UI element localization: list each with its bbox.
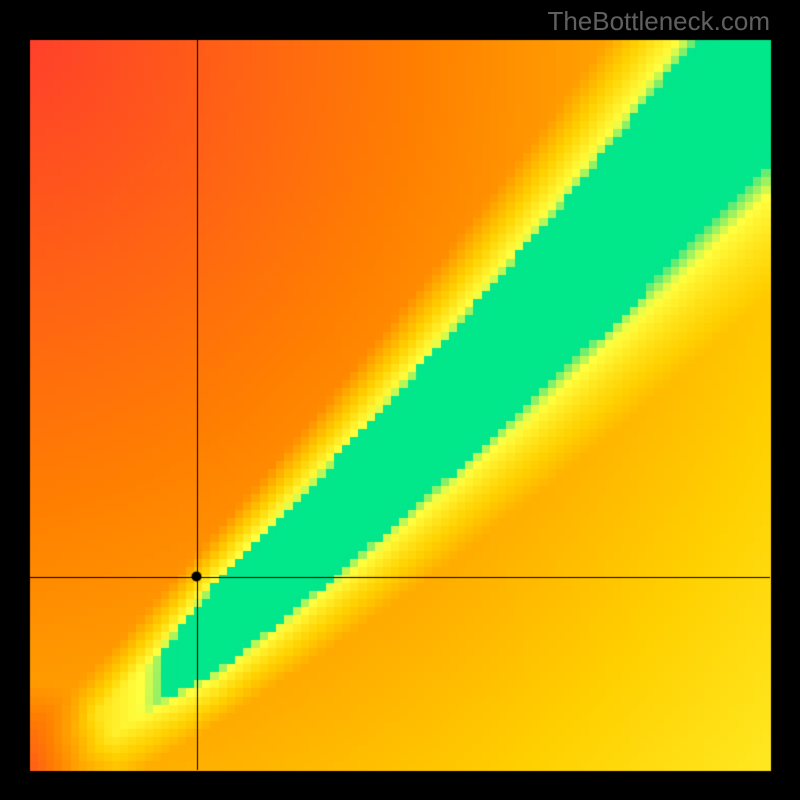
watermark-text: TheBottleneck.com [547,6,770,37]
chart-container: { "canvas": { "width": 800, "height": 80… [0,0,800,800]
bottleneck-heatmap [0,0,800,800]
